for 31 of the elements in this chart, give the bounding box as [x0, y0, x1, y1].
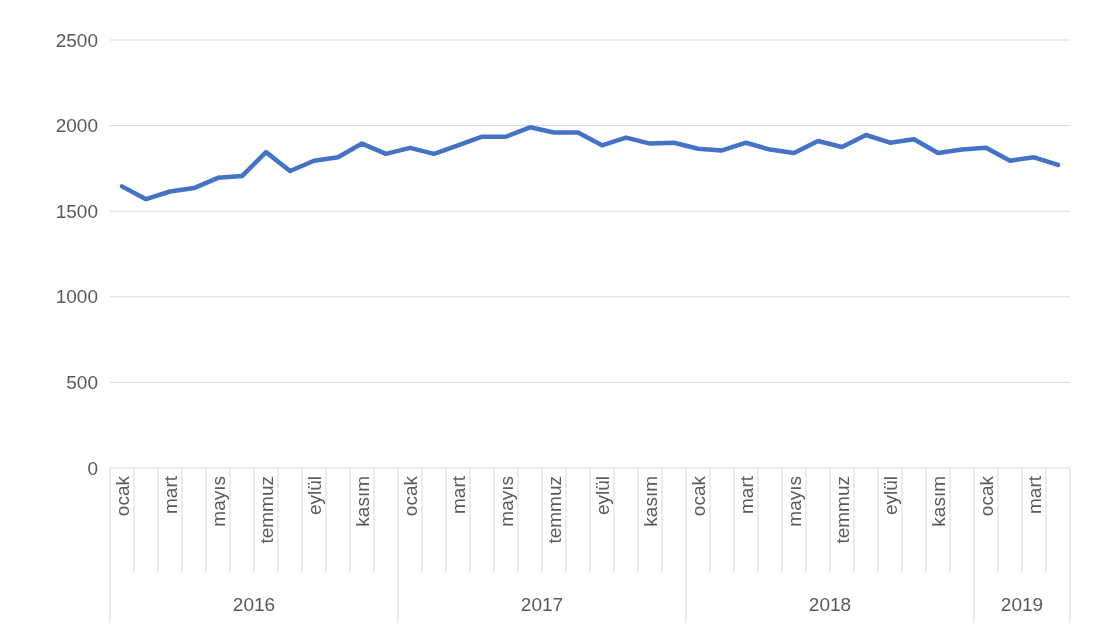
x-tick-label: eylül [879, 476, 901, 516]
y-tick-label: 1000 [55, 286, 98, 308]
x-tick-label: mart [447, 475, 469, 514]
y-tick-label: 500 [66, 372, 98, 394]
x-tick-label: ocak [975, 475, 997, 517]
y-tick-label: 0 [87, 457, 98, 479]
y-tick-label: 1500 [55, 200, 98, 222]
x-tick-label: temmuz [831, 476, 853, 544]
line-series [119, 125, 1061, 202]
x-tick-label: temmuz [255, 476, 277, 544]
x-tick-label: kasım [351, 476, 373, 527]
x-tick-label: kasım [639, 476, 661, 527]
x-tick-label: ocak [687, 475, 709, 517]
x-tick-label: eylül [591, 476, 613, 516]
x-tick-label: mayıs [783, 476, 805, 527]
x-tick-label: ocak [399, 475, 421, 517]
text: 2019 [1000, 594, 1044, 615]
x-tick-label: eylül [303, 476, 325, 516]
y-tick-label: 2500 [55, 29, 98, 51]
x-tick-label: ocak [111, 475, 133, 517]
x-tick-label: mayıs [207, 476, 229, 527]
text: 2017 [520, 594, 564, 615]
x-tick-label: kasım [927, 476, 949, 527]
x-tick-label: mayıs [495, 476, 517, 527]
text: 2016 [232, 594, 276, 615]
y-tick-label: 2000 [55, 115, 98, 137]
x-tick-label: temmuz [543, 476, 565, 544]
text: 2018 [808, 594, 852, 615]
x-tick-label: mart [159, 475, 181, 514]
x-tick-label: mart [735, 475, 757, 514]
x-tick-label: mart [1023, 475, 1045, 514]
